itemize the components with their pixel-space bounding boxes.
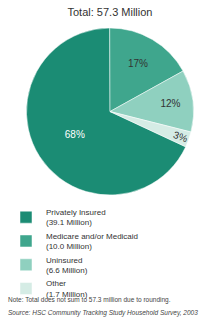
- svg-text:3%: 3%: [172, 129, 189, 144]
- svg-text:Total: 57.3 Million: Total: 57.3 Million: [68, 6, 153, 18]
- svg-text:Other(1.7 Million): Other(1.7 Million): [46, 279, 88, 298]
- svg-text:17%: 17%: [128, 58, 148, 69]
- svg-text:Source: HSC Community Tracking: Source: HSC Community Tracking Study Hou…: [8, 309, 198, 317]
- svg-text:Uninsured(6.6 Million): Uninsured(6.6 Million): [46, 256, 88, 275]
- svg-text:12%: 12%: [160, 98, 180, 109]
- svg-text:Note: Total does not sum to 57: Note: Total does not sum to 57.3 million…: [8, 296, 171, 304]
- svg-text:Privately Insured(39.1 Million: Privately Insured(39.1 Million): [46, 208, 106, 227]
- svg-text:68%: 68%: [65, 129, 85, 140]
- svg-text:Medicare and/or Medicaid(10.0: Medicare and/or Medicaid(10.0 Million): [46, 232, 138, 251]
